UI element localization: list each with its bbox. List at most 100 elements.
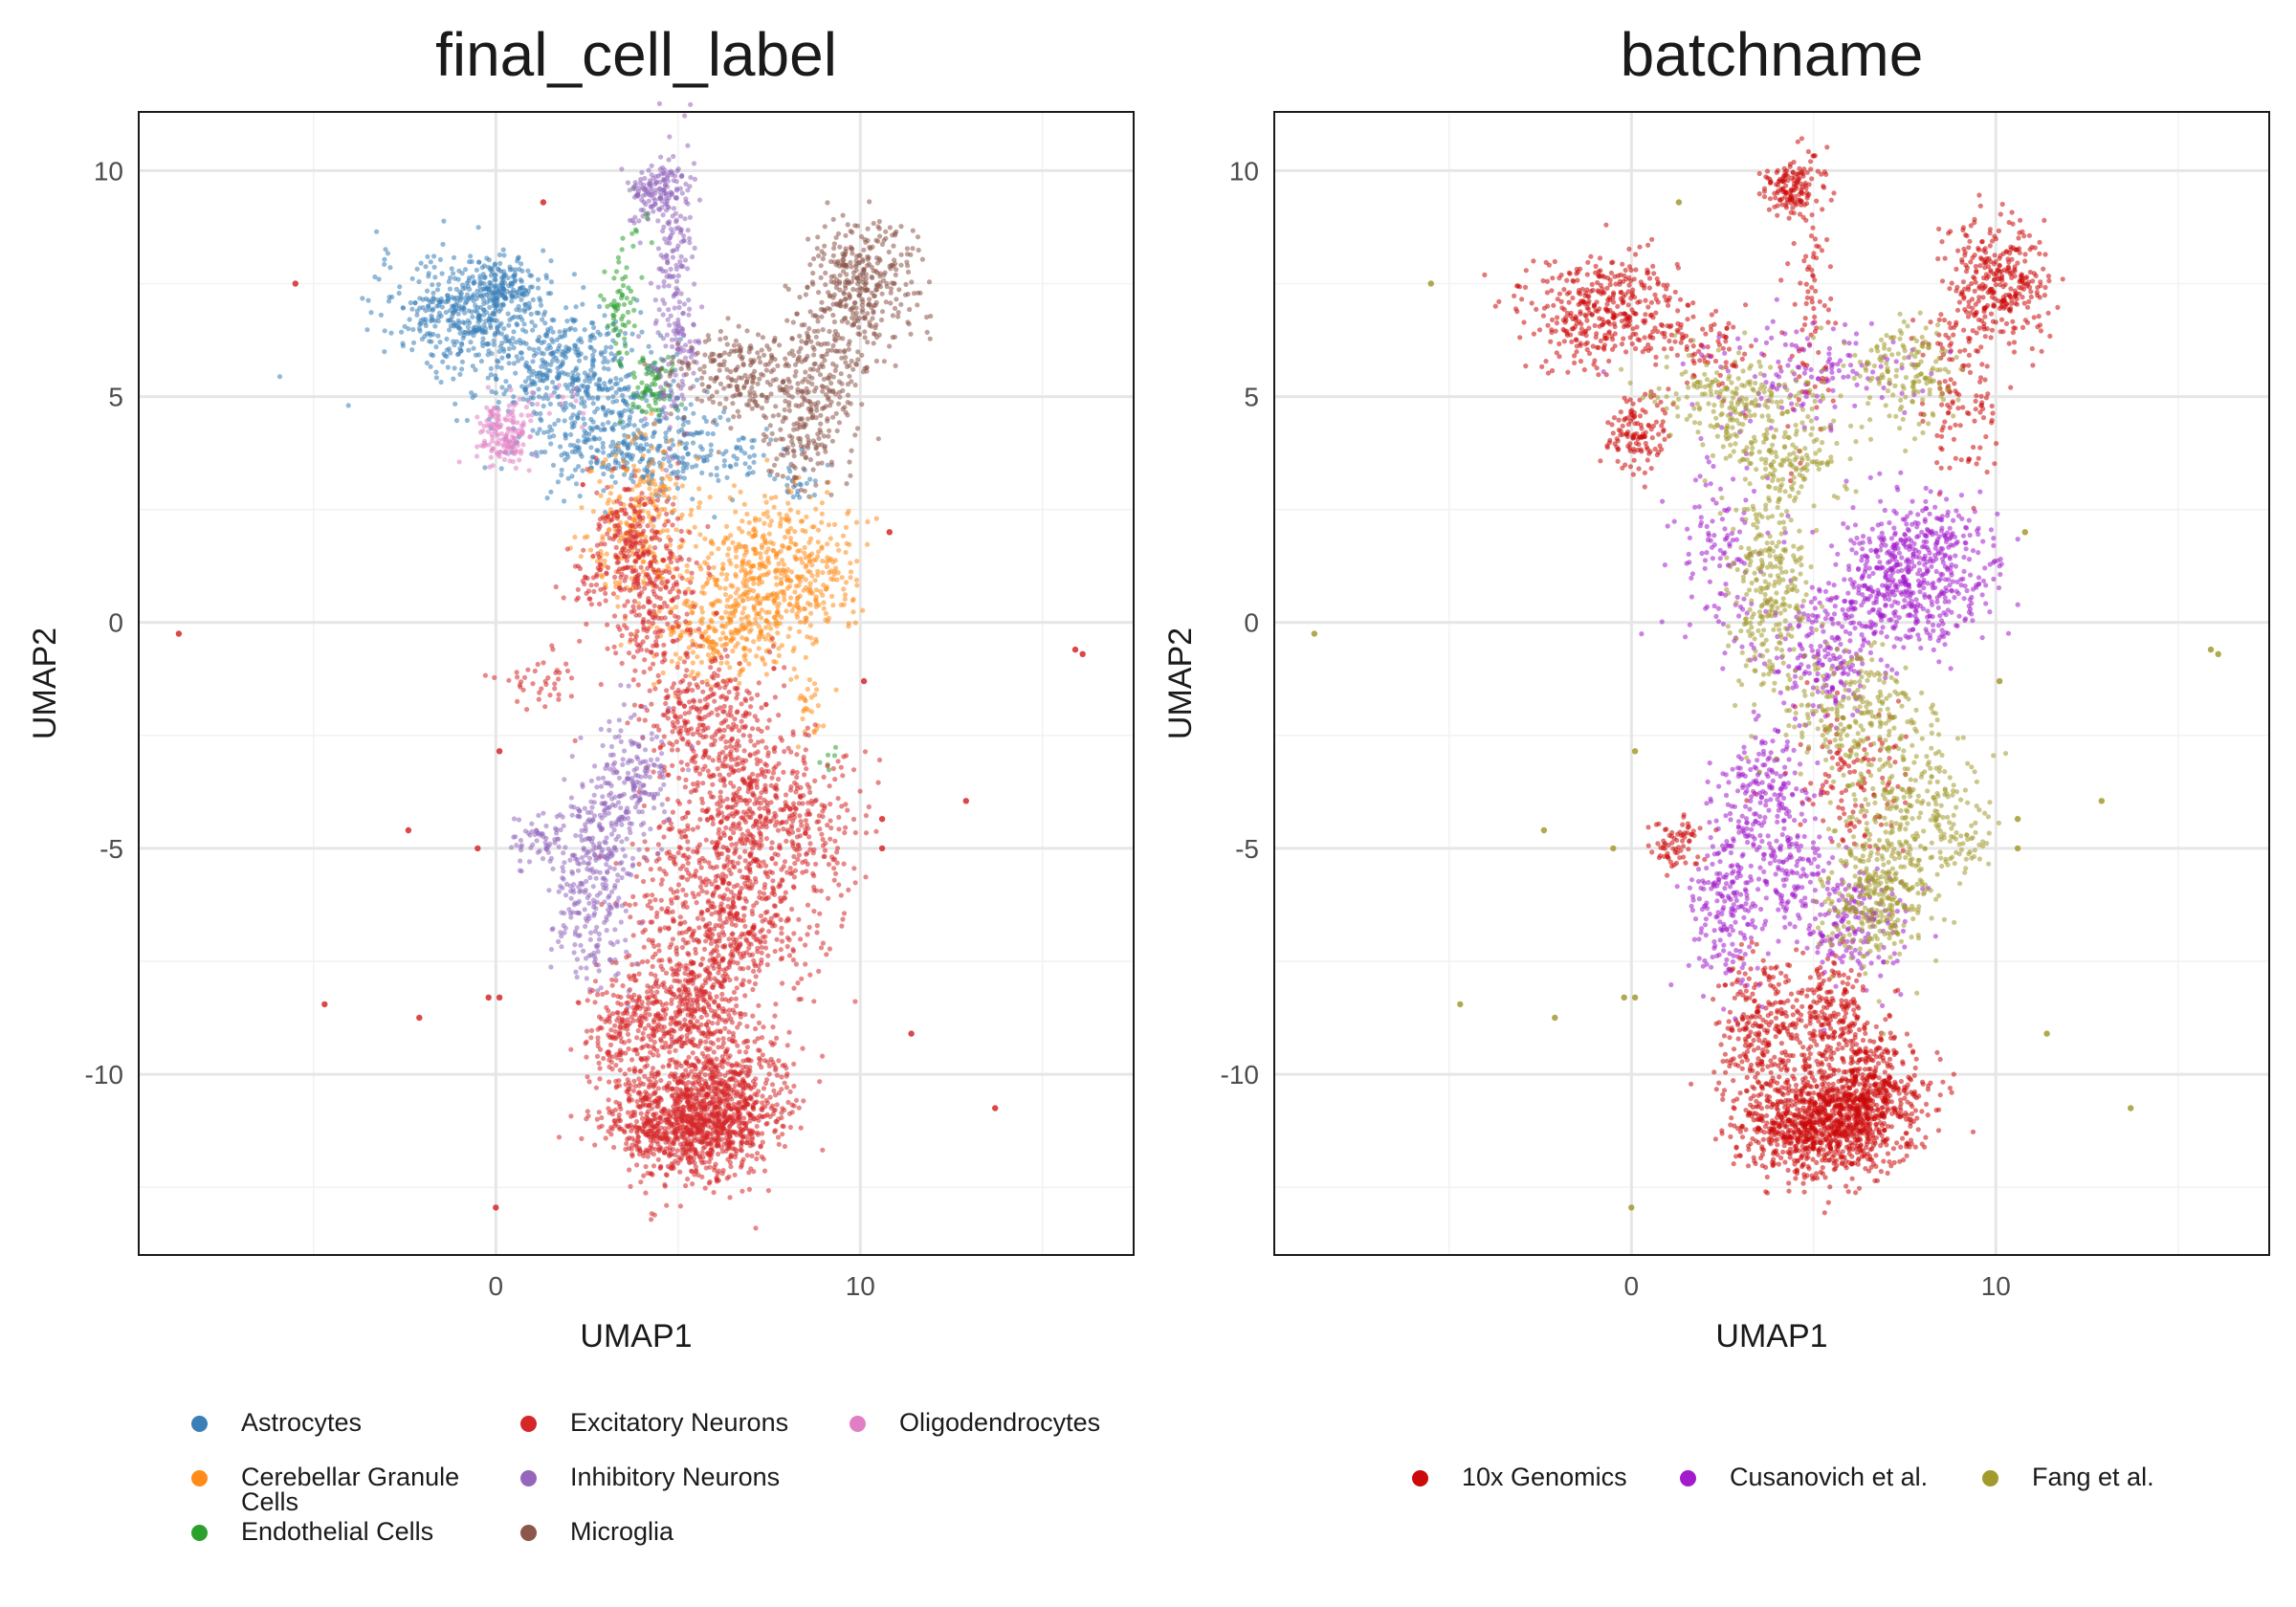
data-point [583,355,588,361]
data-point [677,914,684,920]
data-point [697,1114,703,1120]
data-point [596,1124,602,1131]
data-point [609,982,615,988]
data-point [608,484,614,490]
data-point [664,1202,670,1208]
data-point [569,375,575,381]
data-point [621,301,628,307]
data-point [521,321,527,327]
data-point [450,303,455,309]
data-point [625,1031,631,1037]
data-point [658,1164,664,1170]
data-point [702,1033,708,1039]
data-point [616,538,623,544]
data-point [644,371,650,377]
data-point [603,410,608,416]
data-point [625,1089,630,1094]
data-point [588,334,594,340]
data-point [751,1115,757,1121]
data-point [673,651,679,657]
data-point [690,496,695,502]
data-point [438,296,444,301]
data-point [551,318,557,323]
data-point [538,373,543,379]
data-point [629,961,635,968]
data-point [441,218,447,224]
data-point [807,558,813,564]
data-point [751,452,758,458]
data-point [587,338,593,343]
data-point [807,476,813,482]
data-point [530,428,536,433]
data-point [657,866,663,872]
data-point [684,568,690,574]
data-point [744,1073,750,1079]
data-point [752,575,758,581]
data-point [808,610,814,616]
data-point [751,437,758,443]
data-point [627,1038,632,1044]
data-point [651,943,657,950]
data-point [800,518,806,524]
data-point [661,834,667,840]
data-point [456,268,462,274]
data-point [481,275,488,280]
data-point [737,1048,742,1055]
data-point [684,598,691,604]
data-point [516,358,521,363]
data-point [758,1144,763,1150]
data-point [507,317,513,322]
data-point [683,1068,689,1073]
data-point [526,375,532,381]
data-point [645,1055,651,1061]
data-point [481,286,487,292]
data-point [744,1045,751,1050]
data-point [747,648,753,653]
data-point [571,272,578,277]
data-point [643,1090,649,1095]
data-point [766,560,772,565]
data-point [580,301,585,307]
data-point [603,457,608,463]
data-point [787,507,794,513]
data-point [627,1067,632,1072]
data-point [712,515,718,520]
data-point [658,1038,664,1044]
data-point [512,314,518,319]
data-point [693,1096,699,1102]
data-point [735,630,740,636]
data-point [739,1143,744,1149]
data-point [706,1002,712,1007]
data-point [744,637,750,643]
data-point [684,562,690,568]
data-point [808,635,814,641]
data-point [555,479,562,485]
data-point [733,509,739,515]
data-point [585,385,591,390]
data-point [724,1129,730,1134]
data-point [771,1088,777,1093]
data-point [633,1118,640,1125]
data-point [788,676,794,682]
data-point [482,326,488,332]
data-point [580,468,585,473]
data-point [533,350,540,357]
data-point [723,576,729,583]
data-point [795,980,801,986]
data-point [368,310,374,316]
data-point [755,1036,761,1042]
data-point [751,968,757,975]
data-point [504,288,510,294]
data-point [840,916,846,922]
data-point [682,978,689,983]
data-point [644,1043,650,1048]
data-point [631,323,637,329]
data-point [774,620,780,626]
data-point [600,422,606,428]
data-point [649,481,654,487]
data-point [692,1160,697,1166]
data-point [600,405,606,410]
data-point [791,666,797,672]
data-point [603,1135,608,1141]
points-0 [175,100,1086,1231]
